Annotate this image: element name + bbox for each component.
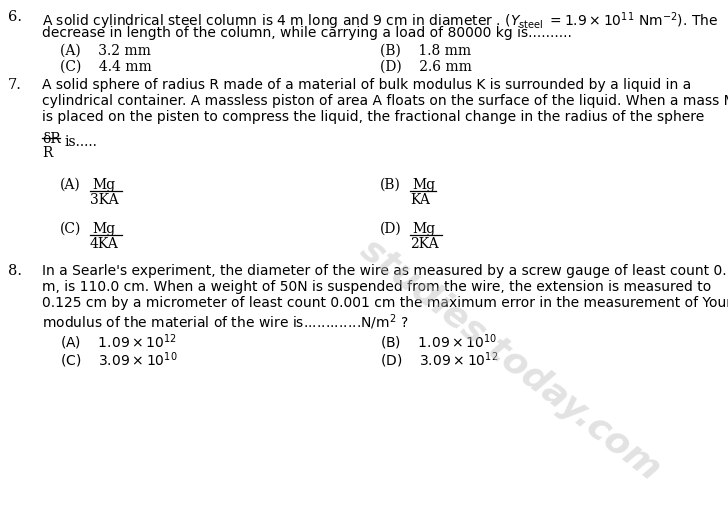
Text: Mg: Mg (92, 222, 115, 236)
Text: (D): (D) (380, 222, 402, 236)
Text: In a Searle's experiment, the diameter of the wire as measured by a screw gauge : In a Searle's experiment, the diameter o… (42, 264, 728, 278)
Text: KA: KA (410, 193, 430, 207)
Text: (D)    2.6 mm: (D) 2.6 mm (380, 60, 472, 74)
Text: R: R (42, 146, 52, 160)
Text: 2KA: 2KA (410, 237, 439, 251)
Text: (C)    $3.09 \times 10^{10}$: (C) $3.09 \times 10^{10}$ (60, 350, 178, 369)
Text: 8.: 8. (8, 264, 22, 278)
Text: (B): (B) (380, 178, 401, 192)
Text: is.....: is..... (64, 135, 97, 149)
Text: 4KA: 4KA (90, 237, 119, 251)
Text: A solid sphere of radius R made of a material of bulk modulus K is surrounded by: A solid sphere of radius R made of a mat… (42, 78, 692, 92)
Text: A solid cylindrical steel column is 4 m long and 9 cm in diameter . $(Y_{\mathrm: A solid cylindrical steel column is 4 m … (42, 10, 719, 32)
Text: (C)    4.4 mm: (C) 4.4 mm (60, 60, 151, 74)
Text: (B)    1.8 mm: (B) 1.8 mm (380, 44, 471, 58)
Text: (D)    $3.09 \times 10^{12}$: (D) $3.09 \times 10^{12}$ (380, 350, 498, 369)
Text: 0.125 cm by a micrometer of least count 0.001 cm the maximum error in the measur: 0.125 cm by a micrometer of least count … (42, 296, 728, 310)
Text: 3KA: 3KA (90, 193, 119, 207)
Text: modulus of the material of the wire is.............N/m$^2$ ?: modulus of the material of the wire is..… (42, 312, 408, 332)
Text: cylindrical container. A massless piston of area A floats on the surface of the : cylindrical container. A massless piston… (42, 94, 728, 108)
Text: (C): (C) (60, 222, 82, 236)
Text: is placed on the pisten to compress the liquid, the fractional change in the rad: is placed on the pisten to compress the … (42, 110, 704, 124)
Text: 6.: 6. (8, 10, 22, 24)
Text: studies today.com: studies today.com (354, 233, 666, 488)
Text: (A): (A) (60, 178, 81, 192)
Text: m, is 110.0 cm. When a weight of 50N is suspended from the wire, the extension i: m, is 110.0 cm. When a weight of 50N is … (42, 280, 711, 294)
Text: decrease in length of the column, while carrying a load of 80000 kg is..........: decrease in length of the column, while … (42, 26, 572, 40)
Text: δR: δR (42, 132, 60, 146)
Text: Mg: Mg (412, 222, 435, 236)
Text: Mg: Mg (412, 178, 435, 192)
Text: (A)    $1.09 \times 10^{12}$: (A) $1.09 \times 10^{12}$ (60, 332, 177, 351)
Text: (B)    $1.09 \times 10^{10}$: (B) $1.09 \times 10^{10}$ (380, 332, 497, 351)
Text: Mg: Mg (92, 178, 115, 192)
Text: (A)    3.2 mm: (A) 3.2 mm (60, 44, 151, 58)
Text: 7.: 7. (8, 78, 22, 92)
